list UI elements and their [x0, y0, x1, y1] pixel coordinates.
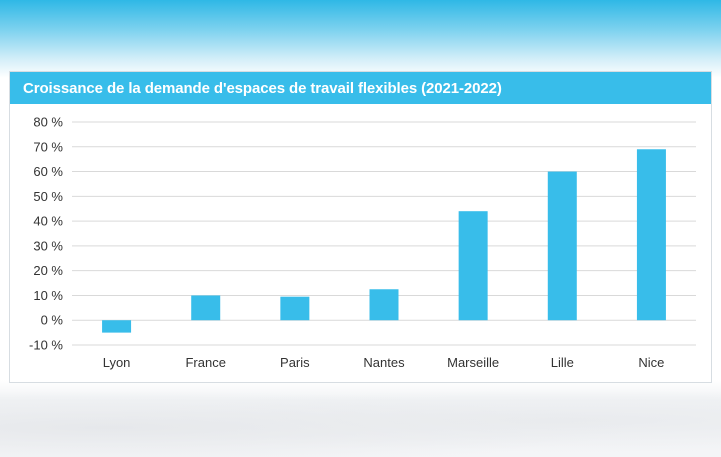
y-tick-label: 30 % [33, 238, 63, 253]
x-tick-label: Lille [551, 355, 574, 370]
chart-header: Croissance de la demande d'espaces de tr… [10, 72, 711, 104]
y-tick-label: 40 % [33, 214, 63, 229]
x-tick-label: Lyon [103, 355, 131, 370]
bar-lyon [102, 320, 132, 333]
y-tick-label: -10 % [29, 338, 63, 353]
y-tick-label: 0 % [41, 313, 64, 328]
x-tick-label: Paris [280, 355, 310, 370]
bar-nantes [369, 289, 399, 321]
y-tick-label: 80 % [33, 115, 63, 130]
bar-lille [547, 171, 577, 321]
x-tick-label: Nice [638, 355, 664, 370]
chart-title: Croissance de la demande d'espaces de tr… [23, 79, 502, 97]
x-tick-label: France [185, 355, 225, 370]
y-tick-label: 20 % [33, 263, 63, 278]
y-tick-label: 10 % [33, 288, 63, 303]
y-tick-label: 70 % [33, 139, 63, 154]
y-tick-label: 50 % [33, 189, 63, 204]
y-tick-label: 60 % [33, 164, 63, 179]
x-tick-label: Nantes [363, 355, 405, 370]
bar-paris [280, 296, 310, 321]
bar-nice [636, 149, 666, 321]
x-tick-label: Marseille [447, 355, 499, 370]
background-blur [0, 384, 721, 457]
bar-marseille [458, 211, 488, 321]
bar-france [191, 295, 221, 321]
